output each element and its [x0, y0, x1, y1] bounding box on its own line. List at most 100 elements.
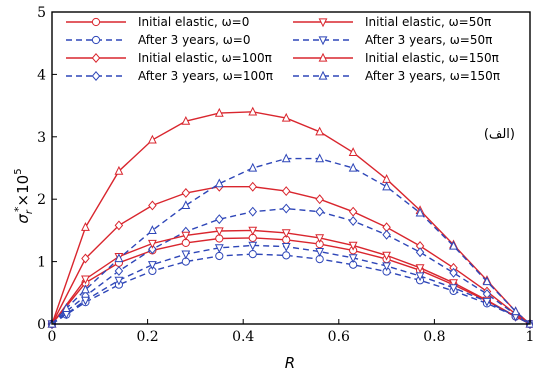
data-point	[315, 153, 325, 163]
legend-entry: After 3 years, ω=150π	[293, 69, 500, 83]
data-point	[281, 153, 291, 163]
data-point	[281, 112, 291, 122]
legend-label: After 3 years, ω=50π	[365, 33, 492, 47]
series-line	[51, 207, 531, 325]
data-point	[114, 253, 124, 263]
data-point	[114, 265, 124, 276]
data-point	[81, 296, 90, 306]
legend-marker	[318, 70, 328, 80]
legend: Initial elastic, ω=0 After 3 years, ω=0 In…	[66, 15, 500, 83]
y-label-exponent: 5	[13, 168, 24, 174]
data-point	[348, 254, 358, 264]
y-tick-label: 2	[37, 192, 46, 208]
data-point	[315, 126, 325, 136]
series-line	[51, 229, 531, 325]
data-point	[248, 250, 257, 259]
data-point	[348, 206, 358, 217]
legend-entry: Initial elastic, ω=50π	[293, 15, 491, 29]
data-point	[315, 194, 324, 205]
data-point	[415, 207, 425, 217]
data-point	[114, 165, 124, 175]
legend-label: After 3 years, ω=100π	[138, 69, 273, 83]
data-point	[81, 253, 90, 264]
y-tick-label: 5	[37, 5, 46, 21]
data-point	[181, 200, 191, 210]
series-layer	[47, 106, 533, 330]
series-6	[47, 106, 533, 328]
data-point	[81, 222, 90, 231]
data-point	[148, 200, 157, 211]
y-tick-label: 3	[37, 130, 46, 146]
data-point	[449, 279, 458, 289]
data-point	[61, 303, 71, 312]
legend-label: Initial elastic, ω=100π	[138, 51, 272, 65]
data-point	[281, 203, 291, 214]
data-point	[215, 214, 224, 225]
data-point	[415, 247, 425, 258]
series-line	[51, 237, 531, 325]
data-point	[248, 241, 258, 251]
data-point	[511, 306, 521, 316]
data-point	[248, 181, 258, 192]
series-line	[51, 157, 531, 325]
series-7	[47, 153, 533, 328]
data-point	[248, 206, 258, 217]
data-point	[147, 134, 157, 144]
legend-marker	[91, 35, 101, 45]
legend-entry: After 3 years, ω=100π	[66, 69, 273, 83]
series-line	[51, 253, 531, 325]
y-label-superscript: *	[12, 206, 25, 212]
data-point	[281, 229, 291, 239]
data-point	[382, 181, 392, 191]
data-point	[482, 297, 492, 307]
data-point	[114, 276, 124, 286]
data-point	[282, 251, 291, 260]
x-tick-label: 0.4	[232, 329, 254, 345]
y-tick-label: 0	[37, 317, 46, 333]
data-point	[281, 186, 291, 197]
data-point	[315, 234, 325, 244]
y-tick-label: 4	[37, 67, 46, 83]
panel-annotation: (الف)	[484, 127, 515, 142]
data-point	[315, 206, 324, 217]
data-point	[215, 251, 224, 261]
legend-label: Initial elastic, ω=0	[138, 15, 249, 29]
data-point	[214, 244, 224, 254]
data-point	[449, 240, 458, 250]
data-point	[81, 275, 90, 285]
legend-marker	[318, 52, 328, 62]
x-tick-label: 0.6	[328, 329, 350, 345]
x-tick-label: 0.2	[136, 329, 158, 345]
legend-entry: Initial elastic, ω=150π	[293, 51, 499, 65]
data-point	[147, 225, 157, 234]
data-point	[482, 276, 492, 286]
data-point	[248, 226, 258, 236]
data-point	[415, 272, 425, 282]
data-point	[181, 231, 191, 241]
data-point	[181, 115, 191, 125]
data-point	[181, 187, 191, 198]
data-point	[214, 107, 224, 117]
data-point	[147, 261, 157, 270]
x-tick-label: 0	[48, 329, 57, 345]
legend-label: After 3 years, ω=150π	[365, 69, 500, 83]
data-point	[114, 220, 124, 231]
legend-entry: After 3 years, ω=50π	[293, 33, 492, 47]
legend-entry: After 3 years, ω=0	[66, 33, 250, 47]
data-point	[348, 241, 358, 251]
legend-marker	[91, 17, 101, 27]
legend-marker	[91, 53, 101, 63]
data-point	[382, 251, 392, 261]
legend-marker	[318, 36, 328, 46]
y-tick-label: 1	[37, 255, 46, 271]
legend-label: Initial elastic, ω=50π	[365, 15, 491, 29]
x-tick-label: 1	[526, 329, 533, 345]
data-point	[148, 244, 157, 255]
x-tick-label: 0.8	[423, 329, 445, 345]
data-point	[281, 243, 291, 252]
plot-frame	[51, 11, 531, 325]
legend-entry: Initial elastic, ω=0	[66, 15, 249, 29]
series-line	[51, 186, 531, 325]
data-point	[382, 229, 391, 240]
